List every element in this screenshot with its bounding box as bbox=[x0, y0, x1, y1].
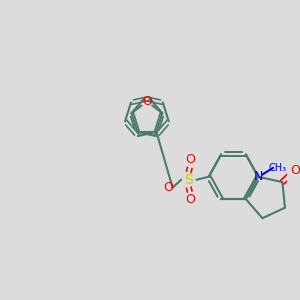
Text: O: O bbox=[163, 181, 173, 194]
Text: O: O bbox=[290, 164, 300, 176]
Text: O: O bbox=[142, 95, 152, 108]
Text: CH₃: CH₃ bbox=[269, 163, 287, 173]
Text: O: O bbox=[185, 193, 195, 206]
Text: O: O bbox=[185, 153, 195, 167]
Text: N: N bbox=[254, 170, 263, 183]
Text: S: S bbox=[184, 173, 193, 187]
